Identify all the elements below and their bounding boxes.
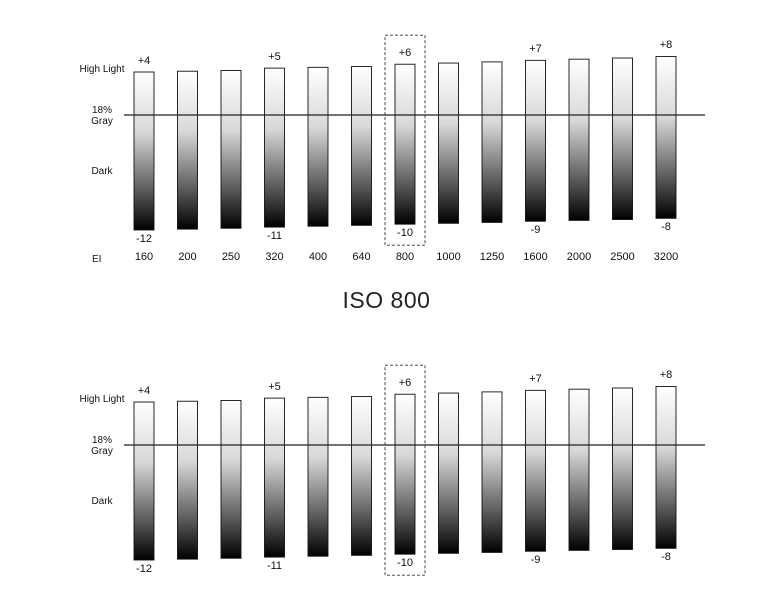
latitude-svg [124, 34, 705, 246]
top-stop-label: +8 [659, 39, 673, 52]
bottom-stop-label: -8 [661, 221, 671, 234]
ei-value-3200: 3200 [653, 251, 679, 263]
latitude-bar-2500 [612, 387, 633, 550]
figure-title: ISO 800 [342, 287, 431, 313]
bottom-stop-label: -9 [530, 224, 541, 237]
top-stop-label: +7 [529, 373, 542, 386]
latitude-bar-200 [177, 400, 198, 560]
latitude-bar-1600 [525, 59, 546, 222]
bottom-stop-label: -10 [397, 557, 413, 570]
top-stop-label: +4 [137, 55, 151, 67]
ei-value-160: 160 [134, 251, 154, 263]
ei-value-250: 250 [221, 251, 241, 263]
ei-value-320: 320 [265, 251, 284, 263]
dark-label: Dark [91, 496, 113, 507]
latitude-bar-320 [264, 397, 285, 558]
latitude-bar-1000 [438, 62, 459, 224]
latitude-bar-800 [394, 63, 416, 225]
gray-label-line: Gray [91, 446, 113, 457]
ei-value-200: 200 [178, 251, 197, 263]
latitude-bar-1000 [438, 392, 459, 554]
ei-value-800: 800 [395, 251, 415, 263]
latitude-bar-320 [264, 67, 285, 228]
latitude-bar-3200 [655, 385, 677, 549]
gray-label-line: Gray [91, 116, 113, 127]
latitude-bar-160 [133, 71, 155, 231]
top-stop-label: +7 [529, 43, 542, 56]
bottom-stop-label: -11 [266, 230, 283, 243]
top-stop-label: +5 [268, 51, 281, 64]
highlight-box [384, 364, 426, 576]
latitude-bar-250 [220, 69, 242, 229]
latitude-bar-800 [394, 393, 416, 555]
dark-label: Dark [91, 166, 113, 177]
ei-value-640: 640 [352, 251, 371, 263]
latitude-bar-200 [177, 70, 198, 230]
gray-label-line: 18% [91, 105, 112, 116]
latitude-bar-2000 [568, 58, 590, 221]
ei-value-2000: 2000 [566, 251, 592, 263]
latitude-bar-160 [133, 401, 155, 561]
latitude-bar-1600 [525, 389, 546, 552]
top-stop-label: +5 [268, 381, 281, 394]
bottom-stop-label: -12 [136, 563, 152, 575]
latitude-bar-400 [307, 396, 329, 557]
latitude-bar-400 [307, 66, 329, 227]
latitude-bar-1250 [481, 391, 503, 553]
latitude-chart-top: High Light 18% Gray Dark +4 +5 +6 +7 +8 -12 -11 -10… [0, 0, 773, 265]
latitude-bar-640 [351, 66, 372, 226]
gray-label: 18% Gray [70, 435, 134, 457]
ei-value-2500: 2500 [610, 251, 635, 263]
gray-label: 18% Gray [70, 105, 134, 127]
ei-axis-label: EI [92, 254, 102, 265]
ei-value-400: 400 [308, 251, 328, 263]
latitude-bar-2500 [612, 57, 633, 220]
gray-label-line: 18% [91, 435, 112, 446]
ei-value-1600: 1600 [523, 251, 548, 263]
bottom-stop-label: -10 [397, 227, 413, 240]
latitude-bar-640 [351, 396, 372, 556]
latitude-chart-bottom: High Light 18% Gray Dark +4 +5 +6 +7 +8 -12 -11 -10… [0, 330, 773, 590]
highlight-box [384, 34, 426, 246]
bottom-stop-label: -12 [136, 233, 152, 245]
bottom-stop-label: -11 [266, 560, 283, 573]
ei-value-1000: 1000 [436, 251, 461, 263]
top-stop-label: +4 [137, 385, 151, 397]
high-light-label: High Light [79, 64, 125, 75]
latitude-bar-250 [220, 399, 242, 559]
ei-value-1250: 1250 [479, 251, 505, 263]
bottom-stop-label: -8 [661, 551, 671, 564]
latitude-bar-2000 [568, 388, 590, 551]
latitude-svg [124, 364, 705, 576]
bottom-stop-label: -9 [530, 554, 541, 567]
latitude-bar-1250 [481, 61, 503, 223]
top-stop-label: +8 [659, 369, 673, 382]
top-stop-label: +6 [398, 377, 412, 390]
latitude-bar-3200 [655, 55, 677, 219]
top-stop-label: +6 [398, 47, 412, 60]
high-light-label: High Light [79, 394, 125, 405]
